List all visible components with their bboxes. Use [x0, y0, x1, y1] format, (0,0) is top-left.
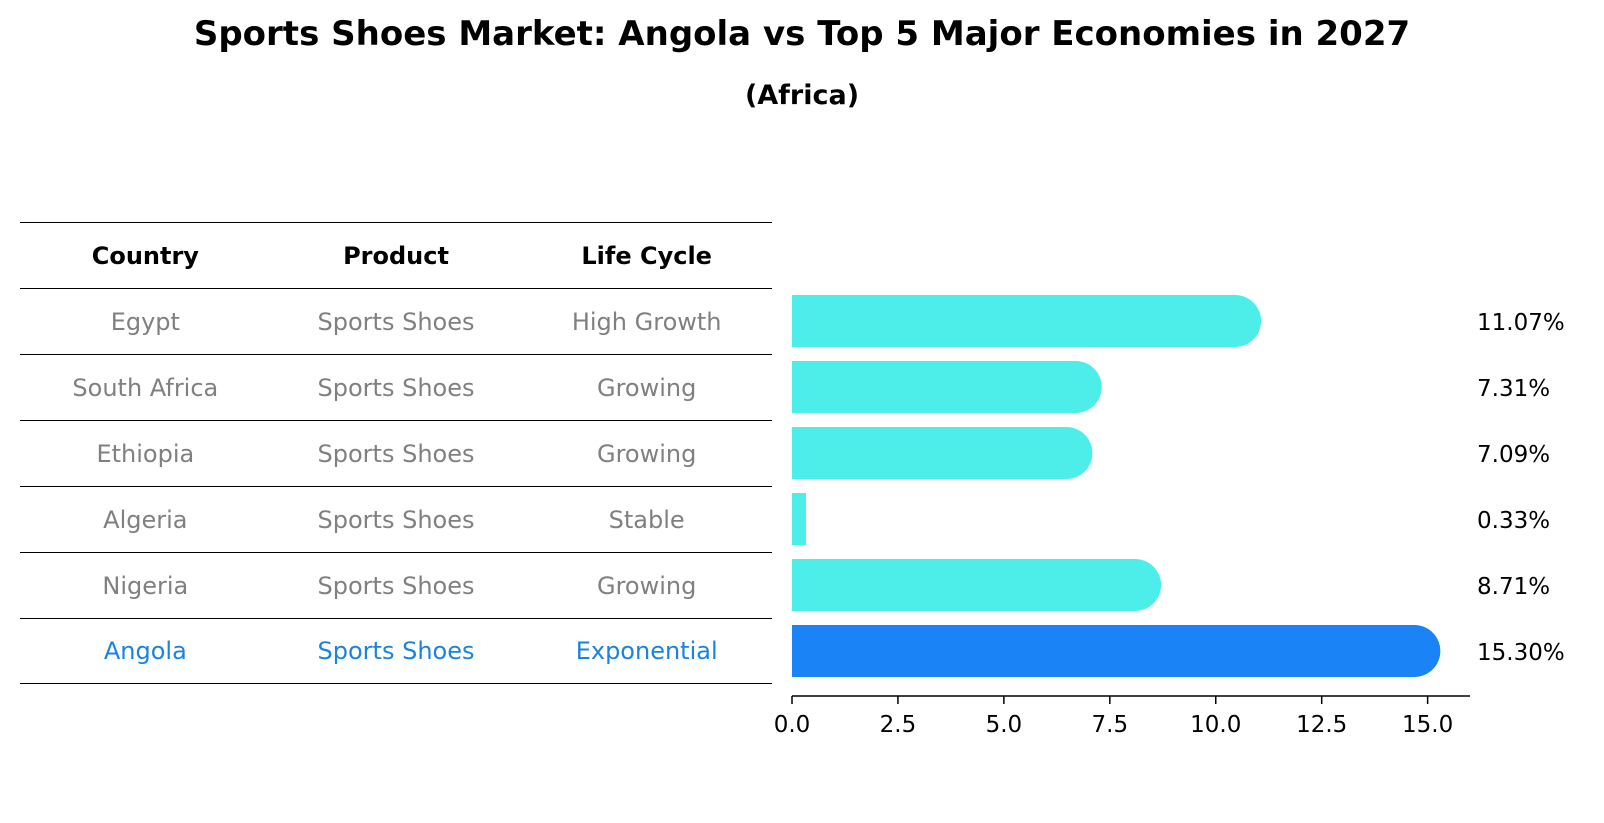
value-label: 7.31% — [1477, 376, 1550, 402]
life-cycle-cell: Stable — [608, 505, 685, 534]
value-label: 8.71% — [1477, 574, 1550, 600]
life-cycle-cell: Growing — [596, 439, 697, 468]
country-cell: Egypt — [110, 307, 180, 336]
chart-subtitle: (Africa) — [744, 80, 860, 111]
country-cell: Nigeria — [102, 571, 189, 600]
value-label: 0.33% — [1477, 508, 1550, 534]
life-cycle-cell: Exponential — [575, 637, 718, 665]
chart-title: Sports Shoes Market: Angola vs Top 5 Maj… — [193, 14, 1411, 54]
header-product: Product — [343, 241, 449, 270]
bar-angola — [792, 625, 1441, 677]
bar-ethiopia — [792, 427, 1093, 479]
life-cycle-cell: High Growth — [571, 307, 722, 336]
value-label: 15.30% — [1477, 640, 1565, 666]
x-tick-label: 7.5 — [1092, 712, 1129, 738]
bar-egypt — [792, 295, 1262, 347]
life-cycle-cell: Growing — [596, 571, 697, 600]
table-row: Egypt Sports Shoes High Growth — [20, 288, 772, 354]
product-cell: Sports Shoes — [317, 373, 475, 402]
product-cell: Sports Shoes — [317, 571, 475, 600]
header-life-cycle: Life Cycle — [581, 241, 712, 270]
bar-nigeria — [792, 559, 1162, 611]
country-cell: South Africa — [72, 373, 219, 402]
country-cell: Angola — [103, 637, 187, 665]
x-tick-label: 10.0 — [1190, 712, 1241, 738]
country-cell: Algeria — [103, 505, 188, 534]
data-table: Country Product Life Cycle Egypt Sports … — [20, 222, 772, 684]
table-header-row: Country Product Life Cycle — [20, 222, 772, 288]
product-cell: Sports Shoes — [317, 307, 475, 336]
product-cell: Sports Shoes — [317, 439, 475, 468]
value-label: 7.09% — [1477, 442, 1550, 468]
product-cell: Sports Shoes — [317, 637, 475, 665]
table-row: South Africa Sports Shoes Growing — [20, 354, 772, 420]
life-cycle-cell: Growing — [596, 373, 697, 402]
table-row: Nigeria Sports Shoes Growing — [20, 552, 772, 618]
table-row: Ethiopia Sports Shoes Growing — [20, 420, 772, 486]
table-row: Algeria Sports Shoes Stable — [20, 486, 772, 552]
header-country: Country — [91, 241, 199, 270]
table-row-highlighted: Angola Sports Shoes Exponential — [20, 618, 772, 684]
x-tick-label: 12.5 — [1296, 712, 1347, 738]
product-cell: Sports Shoes — [317, 505, 475, 534]
bar-south-africa — [792, 361, 1102, 413]
x-tick-label: 5.0 — [986, 712, 1023, 738]
bar-algeria — [792, 493, 806, 545]
country-cell: Ethiopia — [96, 439, 195, 468]
x-tick-label: 0.0 — [774, 712, 811, 738]
value-label: 11.07% — [1477, 310, 1565, 336]
x-tick-label: 15.0 — [1402, 712, 1453, 738]
x-tick-label: 2.5 — [880, 712, 917, 738]
